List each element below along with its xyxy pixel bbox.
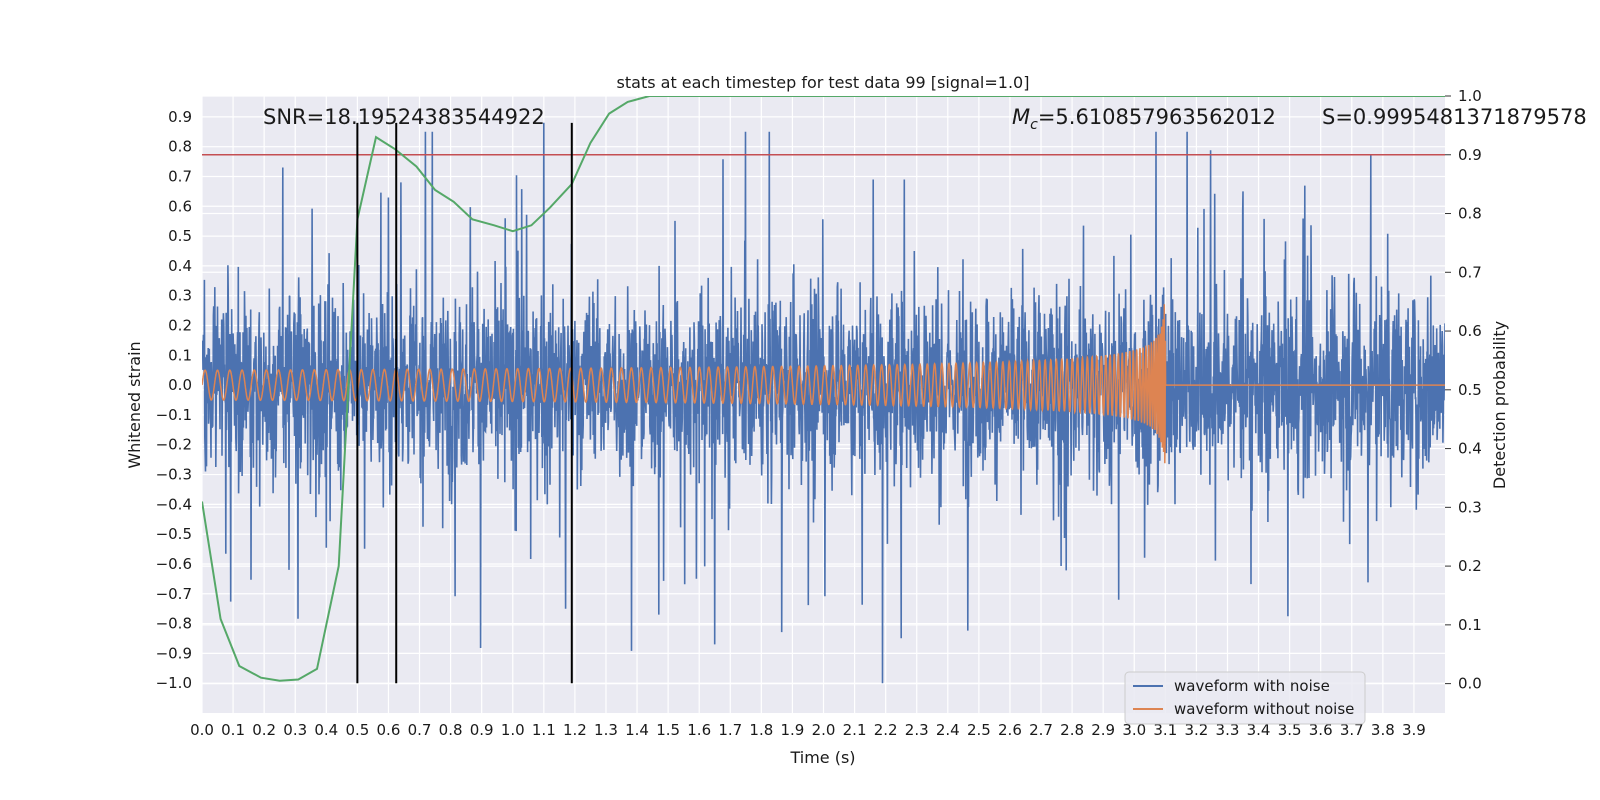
x-tick-label: 0.9 bbox=[470, 721, 494, 739]
y2-tick-label: 1.0 bbox=[1458, 87, 1482, 105]
y2-axis-label: Detection probability bbox=[1490, 321, 1509, 489]
mc-annotation: Mc=5.610857963562012 bbox=[1012, 105, 1276, 133]
y-tick-label: −0.6 bbox=[156, 555, 192, 573]
x-tick-label: 3.1 bbox=[1153, 721, 1177, 739]
x-tick-label: 1.3 bbox=[594, 721, 618, 739]
y2-tick-label: 0.7 bbox=[1458, 263, 1482, 281]
y2-tick-label: 0.6 bbox=[1458, 322, 1482, 340]
x-tick-label: 2.8 bbox=[1060, 721, 1084, 739]
x-tick-label: 0.5 bbox=[345, 721, 369, 739]
y-tick-label: −0.2 bbox=[156, 436, 192, 454]
x-tick-label: 3.3 bbox=[1216, 721, 1240, 739]
y-tick-label: 0.8 bbox=[168, 138, 192, 156]
x-tick-label: 3.8 bbox=[1371, 721, 1395, 739]
x-tick-label: 0.7 bbox=[408, 721, 432, 739]
x-tick-label: 2.6 bbox=[998, 721, 1022, 739]
y2-tick-label: 0.5 bbox=[1458, 381, 1482, 399]
y-tick-label: 0.5 bbox=[168, 227, 192, 245]
x-tick-label: 2.9 bbox=[1091, 721, 1115, 739]
x-tick-label: 3.2 bbox=[1184, 721, 1208, 739]
x-tick-label: 2.5 bbox=[967, 721, 991, 739]
x-tick-label: 1.5 bbox=[656, 721, 680, 739]
y-tick-label: 0.4 bbox=[168, 257, 192, 275]
x-tick-label: 2.7 bbox=[1029, 721, 1053, 739]
chart-title: stats at each timestep for test data 99 … bbox=[617, 73, 1030, 92]
x-tick-label: 2.4 bbox=[936, 721, 960, 739]
x-tick-label: 3.4 bbox=[1247, 721, 1271, 739]
series-layer bbox=[202, 96, 1445, 684]
y-tick-label: 0.3 bbox=[168, 287, 192, 305]
y-tick-label: 0.6 bbox=[168, 197, 192, 215]
y2-tick-label: 0.2 bbox=[1458, 557, 1482, 575]
legend: waveform with noise waveform without noi… bbox=[1124, 671, 1366, 725]
y-tick-label: 0.2 bbox=[168, 317, 192, 335]
x-tick-label: 3.6 bbox=[1309, 721, 1333, 739]
y2-tick-label: 0.9 bbox=[1458, 146, 1482, 164]
y-tick-label: −0.3 bbox=[156, 466, 192, 484]
mc-symbol: M bbox=[1012, 105, 1030, 129]
mc-value: =5.610857963562012 bbox=[1038, 105, 1276, 129]
y-tick-label: 0.1 bbox=[168, 346, 192, 364]
s-annotation: S=0.9995481371879578 bbox=[1322, 105, 1587, 129]
y-tick-label: 0.0 bbox=[168, 376, 192, 394]
x-tick-label: 1.1 bbox=[532, 721, 556, 739]
x-tick-label: 0.2 bbox=[252, 721, 276, 739]
x-tick-label: 3.7 bbox=[1340, 721, 1364, 739]
mc-subscript: c bbox=[1030, 117, 1038, 133]
y-tick-label: −0.7 bbox=[156, 585, 192, 603]
y-tick-label: −0.8 bbox=[156, 615, 192, 633]
y2-tick-label: 0.1 bbox=[1458, 616, 1482, 634]
y2-tick-label: 0.3 bbox=[1458, 498, 1482, 516]
x-tick-label: 0.0 bbox=[190, 721, 214, 739]
x-tick-label: 0.1 bbox=[221, 721, 245, 739]
x-tick-label: 2.0 bbox=[812, 721, 836, 739]
x-tick-label: 0.8 bbox=[439, 721, 463, 739]
y-tick-label: −0.4 bbox=[156, 495, 192, 513]
x-tick-label: 2.3 bbox=[905, 721, 929, 739]
x-tick-label: 2.1 bbox=[843, 721, 867, 739]
x-tick-label: 1.2 bbox=[563, 721, 587, 739]
svg-text:Mc=5.610857963562012: Mc=5.610857963562012 bbox=[1012, 105, 1276, 133]
x-tick-label: 0.3 bbox=[283, 721, 307, 739]
y-tick-label: −0.1 bbox=[156, 406, 192, 424]
y-tick-label: 0.9 bbox=[168, 108, 192, 126]
clean-waveform-line bbox=[202, 304, 1445, 464]
x-tick-label: 1.8 bbox=[749, 721, 773, 739]
x-tick-label: 1.6 bbox=[687, 721, 711, 739]
x-tick-label: 3.9 bbox=[1402, 721, 1426, 739]
x-tick-label: 1.9 bbox=[780, 721, 804, 739]
y2-axis-ticks: 1.0 0.9 0.8 0.7 0.6 0.5 0.4 0.3 0.2 0.1 0.0 bbox=[1445, 87, 1482, 693]
x-axis-label: Time (s) bbox=[789, 748, 855, 767]
legend-label-clean: waveform without noise bbox=[1174, 700, 1354, 718]
y-tick-label: −0.9 bbox=[156, 644, 192, 662]
y-tick-label: 0.7 bbox=[168, 167, 192, 185]
x-tick-label: 1.7 bbox=[718, 721, 742, 739]
x-tick-label: 3.0 bbox=[1122, 721, 1146, 739]
y-axis-label: Whitened strain bbox=[125, 341, 144, 468]
x-tick-label: 0.4 bbox=[314, 721, 338, 739]
y2-tick-label: 0.8 bbox=[1458, 205, 1482, 223]
x-tick-label: 2.2 bbox=[874, 721, 898, 739]
x-tick-label: 3.5 bbox=[1278, 721, 1302, 739]
y-tick-label: −0.5 bbox=[156, 525, 192, 543]
legend-box bbox=[1124, 671, 1366, 725]
y2-tick-label: 0.0 bbox=[1458, 675, 1482, 693]
x-tick-label: 0.6 bbox=[377, 721, 401, 739]
x-axis-ticks: 0.0 0.1 0.2 0.3 0.4 0.5 0.6 0.7 0.8 0.9 1.0 1.1 1.2 1… bbox=[190, 721, 1426, 739]
x-tick-label: 1.4 bbox=[625, 721, 649, 739]
y2-tick-label: 0.4 bbox=[1458, 440, 1482, 458]
legend-label-noisy: waveform with noise bbox=[1174, 677, 1330, 695]
snr-annotation: SNR=18.19524383544922 bbox=[263, 105, 545, 129]
probability-line bbox=[202, 96, 1445, 682]
y-axis-ticks: 0.9 0.8 0.7 0.6 0.5 0.4 0.3 0.2 0.1 0.0 −0.1 −0.2 −0… bbox=[156, 108, 192, 692]
y-tick-label: −1.0 bbox=[156, 674, 192, 692]
noisy-waveform-line bbox=[202, 122, 1445, 684]
x-tick-label: 1.0 bbox=[501, 721, 525, 739]
